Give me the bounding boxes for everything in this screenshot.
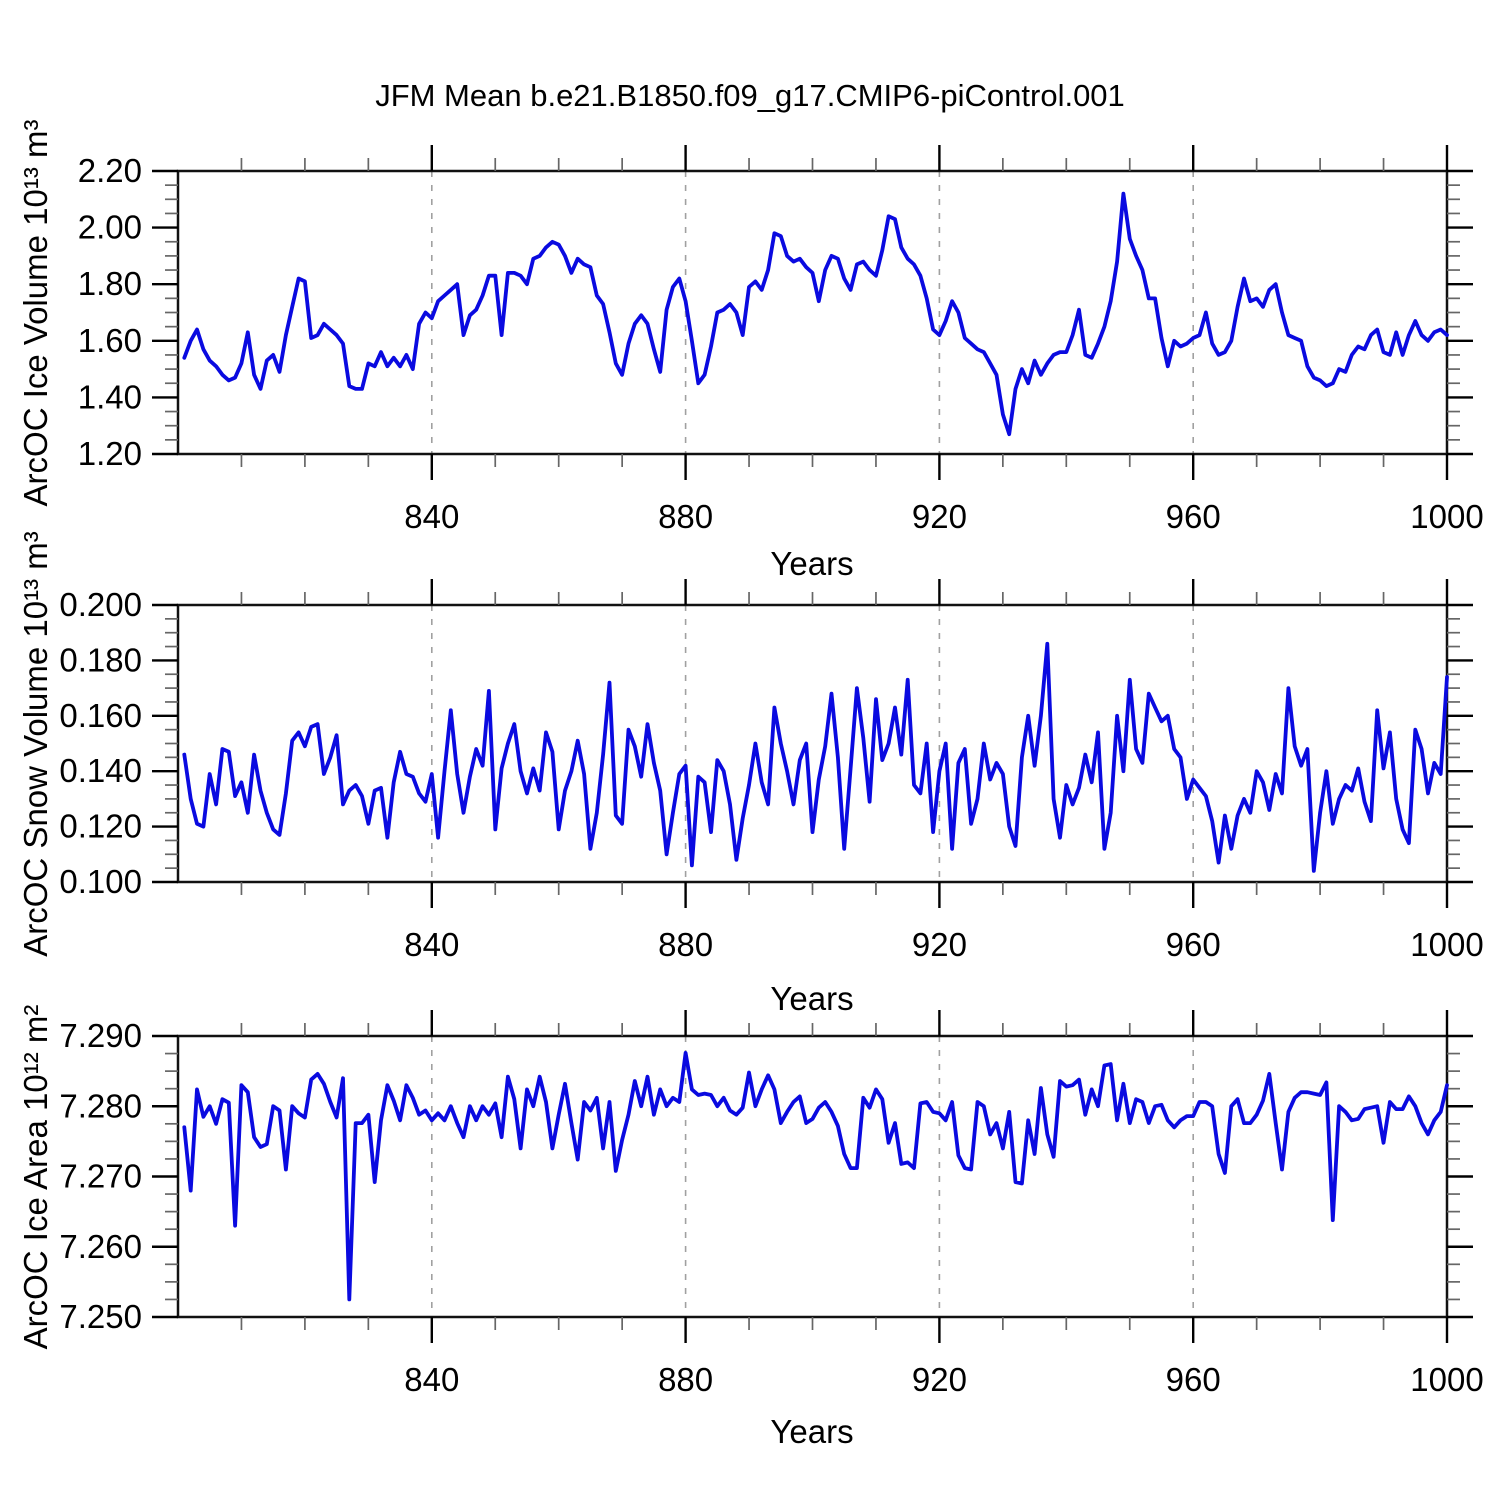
y-tick-label: 7.260	[59, 1228, 142, 1265]
x-tick-label: 880	[658, 498, 713, 535]
x-axis-label-panel3: Years	[770, 1413, 854, 1450]
x-tick-label: 960	[1166, 498, 1221, 535]
panel-1: 840 880 920 960 1000 0.100 0.120 0.140 0.160 0.18…	[59, 579, 1484, 963]
plot-frame	[176, 603, 1449, 884]
x-tick-label: 1000	[1410, 1361, 1483, 1398]
x-tick-label: 840	[404, 498, 459, 535]
chart-title: JFM Mean b.e21.B1850.f09_g17.CMIP6-piCon…	[375, 78, 1125, 113]
y-tick-label: 0.180	[59, 641, 142, 678]
y-tick-label: 1.20	[78, 435, 142, 472]
x-tick-label: 880	[658, 1361, 713, 1398]
y-tick-label: 0.120	[59, 808, 142, 845]
y-tick-label: 2.20	[78, 152, 142, 189]
panel-0: 840 880 920 960 1000 1.20 1.40 1.60 1.80 2.00 2.20	[78, 145, 1484, 535]
y-tick-label: 0.100	[59, 863, 142, 900]
x-tick-label: 880	[658, 926, 713, 963]
data-line	[182, 191, 1449, 437]
plot-frame	[176, 169, 1449, 456]
x-tick-label: 960	[1166, 1361, 1221, 1398]
y-tick-label: 0.140	[59, 752, 142, 789]
y-tick-label: 0.200	[59, 586, 142, 623]
x-tick-label: 920	[912, 926, 967, 963]
x-tick-label: 840	[404, 926, 459, 963]
y-tick-label: 7.290	[59, 1017, 142, 1054]
x-tick-label: 920	[912, 498, 967, 535]
y-tick-label: 1.60	[78, 322, 142, 359]
y-tick-label: 1.80	[78, 265, 142, 302]
x-tick-label: 1000	[1410, 498, 1483, 535]
plot-frame	[176, 1034, 1449, 1319]
y-tick-label: 7.270	[59, 1158, 142, 1195]
y-tick-label: 7.250	[59, 1298, 142, 1335]
x-tick-label: 1000	[1410, 926, 1483, 963]
y-tick-label: 2.00	[78, 209, 142, 246]
x-tick-label: 840	[404, 1361, 459, 1398]
panel-2: 840 880 920 960 1000 7.250 7.260 7.270 7.280 7.29…	[59, 1010, 1484, 1398]
x-tick-label: 920	[912, 1361, 967, 1398]
y-tick-label: 1.40	[78, 378, 142, 415]
x-axis-label-panel2: Years	[770, 980, 854, 1017]
y-tick-label: 7.280	[59, 1087, 142, 1124]
y-tick-label: 0.160	[59, 697, 142, 734]
data-line	[182, 641, 1449, 873]
data-line	[182, 1051, 1449, 1302]
x-axis-label-panel1: Years	[770, 545, 854, 582]
x-tick-label: 960	[1166, 926, 1221, 963]
